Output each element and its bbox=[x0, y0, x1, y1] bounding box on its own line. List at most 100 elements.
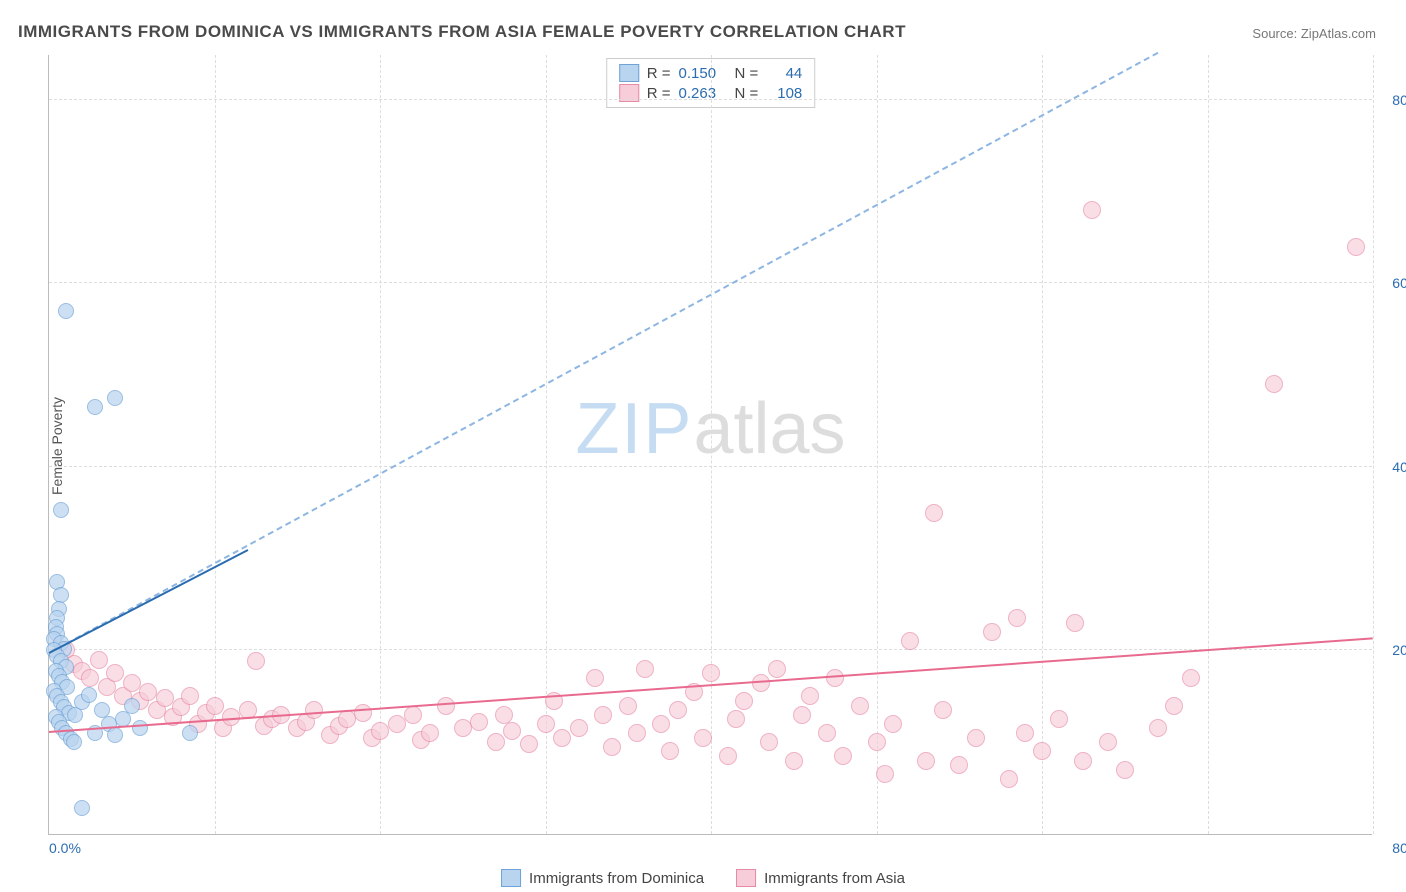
data-point-asia bbox=[495, 706, 513, 724]
y-tick-label: 40.0% bbox=[1380, 459, 1406, 475]
data-point-asia bbox=[950, 756, 968, 774]
data-point-asia bbox=[1116, 761, 1134, 779]
data-point-asia bbox=[470, 713, 488, 731]
chart-container: IMMIGRANTS FROM DOMINICA VS IMMIGRANTS F… bbox=[0, 0, 1406, 892]
plot-area: ZIPatlas R =0.150N =44R =0.263N =108 20.… bbox=[48, 55, 1372, 835]
data-point-asia bbox=[768, 660, 786, 678]
data-point-asia bbox=[247, 652, 265, 670]
data-point-asia bbox=[1066, 614, 1084, 632]
r-label: R = bbox=[647, 65, 671, 82]
grid-line-v bbox=[380, 55, 381, 834]
data-point-asia bbox=[735, 692, 753, 710]
data-point-asia bbox=[793, 706, 811, 724]
data-point-asia bbox=[661, 742, 679, 760]
r-value: 0.150 bbox=[679, 65, 727, 82]
legend-swatch bbox=[501, 869, 521, 887]
data-point-asia bbox=[901, 632, 919, 650]
source-name: ZipAtlas.com bbox=[1301, 26, 1376, 41]
data-point-asia bbox=[876, 765, 894, 783]
data-point-dominica bbox=[182, 725, 198, 741]
bottom-legend: Immigrants from Dominica Immigrants from … bbox=[501, 869, 905, 887]
data-point-asia bbox=[487, 733, 505, 751]
data-point-asia bbox=[1074, 752, 1092, 770]
y-tick-label: 80.0% bbox=[1380, 92, 1406, 108]
legend-label: Immigrants from Dominica bbox=[529, 870, 704, 887]
data-point-asia bbox=[206, 697, 224, 715]
grid-line-v bbox=[1373, 55, 1374, 834]
data-point-asia bbox=[834, 747, 852, 765]
data-point-asia bbox=[1016, 724, 1034, 742]
source-label: Source: ZipAtlas.com bbox=[1252, 26, 1376, 41]
data-point-asia bbox=[1033, 742, 1051, 760]
legend-swatch bbox=[619, 64, 639, 82]
y-tick-label: 60.0% bbox=[1380, 275, 1406, 291]
data-point-asia bbox=[1149, 719, 1167, 737]
y-tick-label: 20.0% bbox=[1380, 642, 1406, 658]
data-point-asia bbox=[884, 715, 902, 733]
data-point-dominica bbox=[107, 727, 123, 743]
data-point-asia bbox=[371, 722, 389, 740]
data-point-asia bbox=[636, 660, 654, 678]
data-point-asia bbox=[586, 669, 604, 687]
grid-line-v bbox=[1208, 55, 1209, 834]
data-point-dominica bbox=[58, 303, 74, 319]
trend-line bbox=[49, 549, 249, 654]
data-point-asia bbox=[81, 669, 99, 687]
data-point-asia bbox=[760, 733, 778, 751]
n-value: 44 bbox=[766, 65, 802, 82]
data-point-asia bbox=[305, 701, 323, 719]
data-point-asia bbox=[652, 715, 670, 733]
data-point-asia bbox=[421, 724, 439, 742]
data-point-dominica bbox=[87, 399, 103, 415]
data-point-asia bbox=[388, 715, 406, 733]
data-point-asia bbox=[702, 664, 720, 682]
data-point-asia bbox=[437, 697, 455, 715]
data-point-asia bbox=[801, 687, 819, 705]
data-point-asia bbox=[619, 697, 637, 715]
source-prefix: Source: bbox=[1252, 26, 1297, 41]
data-point-asia bbox=[1000, 770, 1018, 788]
data-point-dominica bbox=[66, 734, 82, 750]
data-point-asia bbox=[669, 701, 687, 719]
grid-line-v bbox=[711, 55, 712, 834]
legend-swatch bbox=[736, 869, 756, 887]
data-point-asia bbox=[404, 706, 422, 724]
data-point-asia bbox=[503, 722, 521, 740]
data-point-asia bbox=[1083, 201, 1101, 219]
x-tick-label: 0.0% bbox=[49, 840, 81, 856]
watermark-zip: ZIP bbox=[575, 389, 693, 469]
data-point-asia bbox=[156, 689, 174, 707]
legend-item: Immigrants from Asia bbox=[736, 869, 905, 887]
grid-line-v bbox=[215, 55, 216, 834]
data-point-asia bbox=[925, 504, 943, 522]
data-point-dominica bbox=[53, 502, 69, 518]
data-point-asia bbox=[1347, 238, 1365, 256]
watermark-atlas: atlas bbox=[693, 389, 845, 469]
data-point-asia bbox=[106, 664, 124, 682]
data-point-dominica bbox=[124, 698, 140, 714]
x-tick-label: 80.0% bbox=[1380, 840, 1406, 856]
data-point-asia bbox=[570, 719, 588, 737]
legend-item: Immigrants from Dominica bbox=[501, 869, 704, 887]
data-point-asia bbox=[851, 697, 869, 715]
data-point-asia bbox=[818, 724, 836, 742]
data-point-asia bbox=[868, 733, 886, 751]
data-point-dominica bbox=[107, 390, 123, 406]
data-point-asia bbox=[917, 752, 935, 770]
data-point-asia bbox=[139, 683, 157, 701]
data-point-asia bbox=[967, 729, 985, 747]
data-point-asia bbox=[628, 724, 646, 742]
chart-title: IMMIGRANTS FROM DOMINICA VS IMMIGRANTS F… bbox=[18, 22, 906, 42]
data-point-asia bbox=[1050, 710, 1068, 728]
data-point-asia bbox=[603, 738, 621, 756]
grid-line-v bbox=[877, 55, 878, 834]
data-point-dominica bbox=[74, 800, 90, 816]
data-point-dominica bbox=[132, 720, 148, 736]
data-point-dominica bbox=[81, 687, 97, 703]
data-point-asia bbox=[181, 687, 199, 705]
data-point-asia bbox=[934, 701, 952, 719]
data-point-asia bbox=[354, 704, 372, 722]
data-point-asia bbox=[1165, 697, 1183, 715]
data-point-asia bbox=[727, 710, 745, 728]
data-point-asia bbox=[338, 710, 356, 728]
